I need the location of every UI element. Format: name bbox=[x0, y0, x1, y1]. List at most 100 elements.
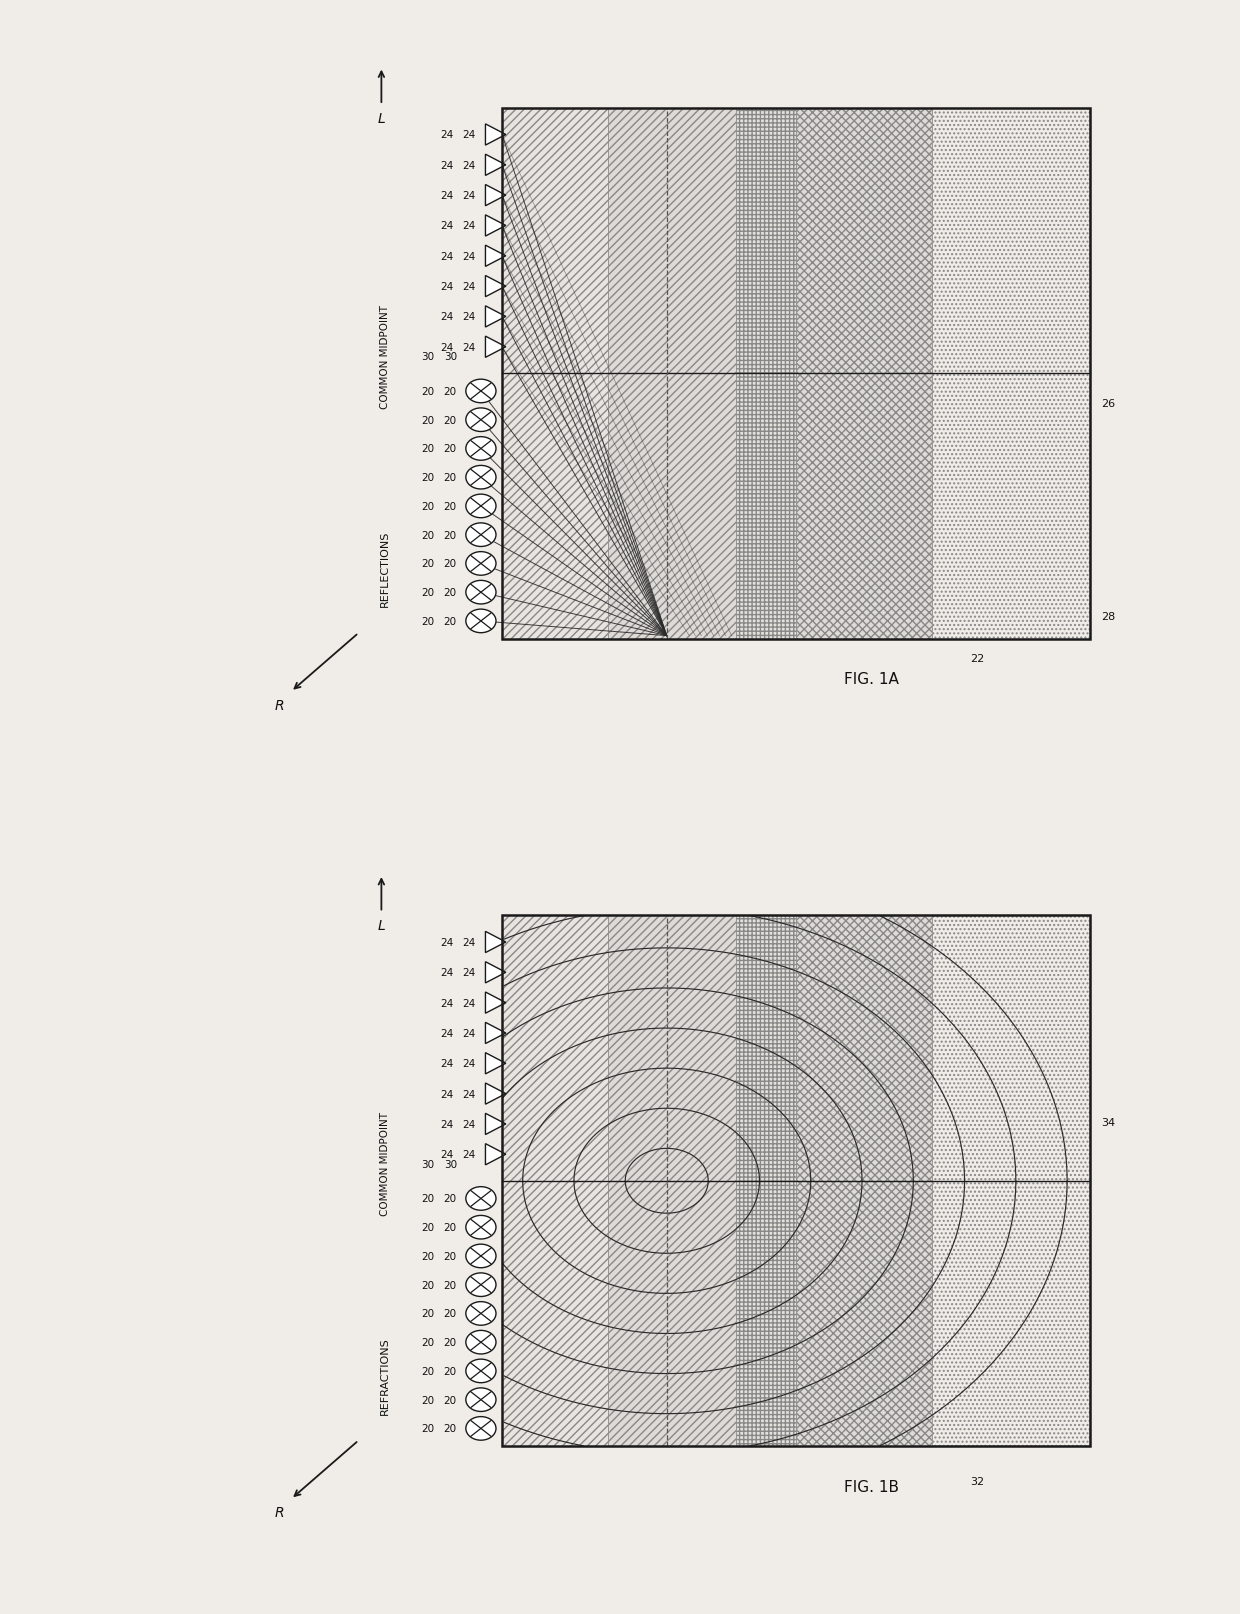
Circle shape bbox=[466, 1244, 496, 1269]
Text: 30: 30 bbox=[422, 1159, 434, 1169]
Text: 24: 24 bbox=[463, 131, 476, 140]
Polygon shape bbox=[485, 1052, 506, 1075]
Text: REFRACTIONS: REFRACTIONS bbox=[381, 1336, 391, 1414]
Text: 24: 24 bbox=[440, 131, 453, 140]
Text: 24: 24 bbox=[463, 312, 476, 323]
Text: 20: 20 bbox=[444, 1251, 456, 1261]
Text: REFLECTIONS: REFLECTIONS bbox=[381, 531, 391, 607]
Text: 20: 20 bbox=[444, 1424, 456, 1433]
Circle shape bbox=[466, 495, 496, 518]
Text: 20: 20 bbox=[422, 1394, 434, 1404]
Text: 20: 20 bbox=[422, 444, 434, 454]
Text: 24: 24 bbox=[463, 342, 476, 352]
Text: COMMON MIDPOINT: COMMON MIDPOINT bbox=[381, 305, 391, 408]
Text: 20: 20 bbox=[444, 1365, 456, 1377]
Text: R: R bbox=[275, 699, 284, 712]
Text: 30: 30 bbox=[444, 352, 456, 362]
Text: 24: 24 bbox=[440, 282, 453, 292]
Text: 20: 20 bbox=[444, 531, 456, 541]
Text: 20: 20 bbox=[422, 387, 434, 397]
Text: 20: 20 bbox=[422, 587, 434, 597]
Text: 20: 20 bbox=[444, 1309, 456, 1319]
Text: 24: 24 bbox=[440, 161, 453, 171]
Text: 24: 24 bbox=[440, 1089, 453, 1099]
Text: 20: 20 bbox=[444, 387, 456, 397]
Text: 24: 24 bbox=[440, 1028, 453, 1038]
Polygon shape bbox=[485, 1083, 506, 1104]
Bar bbox=[502, 108, 1090, 639]
Text: 24: 24 bbox=[440, 1149, 453, 1159]
Circle shape bbox=[466, 610, 496, 633]
Text: 20: 20 bbox=[444, 1394, 456, 1404]
Text: 20: 20 bbox=[444, 415, 456, 426]
Polygon shape bbox=[485, 216, 506, 237]
Text: 20: 20 bbox=[422, 1309, 434, 1319]
Text: 20: 20 bbox=[422, 531, 434, 541]
Text: 24: 24 bbox=[440, 938, 453, 947]
Text: 24: 24 bbox=[463, 282, 476, 292]
Text: 24: 24 bbox=[440, 968, 453, 978]
Text: 20: 20 bbox=[422, 1338, 434, 1348]
Bar bbox=[796, 915, 931, 1446]
Polygon shape bbox=[485, 307, 506, 328]
Circle shape bbox=[466, 1388, 496, 1412]
Circle shape bbox=[466, 1215, 496, 1240]
Circle shape bbox=[466, 1186, 496, 1210]
Text: 24: 24 bbox=[440, 190, 453, 202]
Text: 20: 20 bbox=[422, 558, 434, 570]
Text: 24: 24 bbox=[463, 1089, 476, 1099]
Text: 20: 20 bbox=[422, 415, 434, 426]
Text: 20: 20 bbox=[422, 617, 434, 626]
Bar bbox=[502, 915, 1090, 1446]
Text: 24: 24 bbox=[463, 1119, 476, 1130]
Bar bbox=[796, 108, 931, 639]
Text: 20: 20 bbox=[422, 1424, 434, 1433]
Text: 20: 20 bbox=[444, 1222, 456, 1233]
Text: 24: 24 bbox=[440, 1119, 453, 1130]
Polygon shape bbox=[485, 931, 506, 952]
Text: 24: 24 bbox=[463, 161, 476, 171]
Circle shape bbox=[466, 437, 496, 462]
Polygon shape bbox=[485, 962, 506, 983]
Circle shape bbox=[466, 523, 496, 547]
Circle shape bbox=[466, 1302, 496, 1325]
Text: 30: 30 bbox=[422, 352, 434, 362]
Text: 20: 20 bbox=[422, 1251, 434, 1261]
Polygon shape bbox=[485, 1114, 506, 1135]
Text: 20: 20 bbox=[444, 473, 456, 483]
Circle shape bbox=[466, 466, 496, 489]
Circle shape bbox=[466, 581, 496, 605]
Polygon shape bbox=[485, 186, 506, 207]
Text: 24: 24 bbox=[463, 1059, 476, 1068]
Bar bbox=[735, 915, 796, 1446]
Bar bbox=[931, 108, 1090, 639]
Text: 32: 32 bbox=[970, 1475, 985, 1485]
Text: 20: 20 bbox=[444, 617, 456, 626]
Text: 20: 20 bbox=[444, 558, 456, 570]
Text: 24: 24 bbox=[463, 1149, 476, 1159]
Bar bbox=[735, 108, 796, 639]
Text: 22: 22 bbox=[970, 654, 985, 663]
Text: L: L bbox=[377, 918, 386, 933]
Text: 24: 24 bbox=[440, 342, 453, 352]
Text: 24: 24 bbox=[440, 997, 453, 1009]
Bar bbox=[608, 108, 735, 639]
Text: 24: 24 bbox=[463, 190, 476, 202]
Polygon shape bbox=[485, 337, 506, 358]
Text: FIG. 1B: FIG. 1B bbox=[844, 1478, 899, 1493]
Bar bbox=[931, 915, 1090, 1446]
Text: 24: 24 bbox=[440, 1059, 453, 1068]
Bar bbox=[502, 915, 608, 1446]
Circle shape bbox=[466, 1273, 496, 1296]
Text: 20: 20 bbox=[444, 1280, 456, 1290]
Text: 20: 20 bbox=[422, 1194, 434, 1204]
Text: 34: 34 bbox=[1101, 1117, 1116, 1127]
Text: 24: 24 bbox=[440, 252, 453, 261]
Circle shape bbox=[466, 1417, 496, 1440]
Bar bbox=[608, 915, 735, 1446]
Text: R: R bbox=[275, 1506, 284, 1519]
Circle shape bbox=[466, 408, 496, 433]
Text: L: L bbox=[377, 111, 386, 126]
Circle shape bbox=[466, 1359, 496, 1383]
Text: 28: 28 bbox=[1101, 612, 1116, 621]
